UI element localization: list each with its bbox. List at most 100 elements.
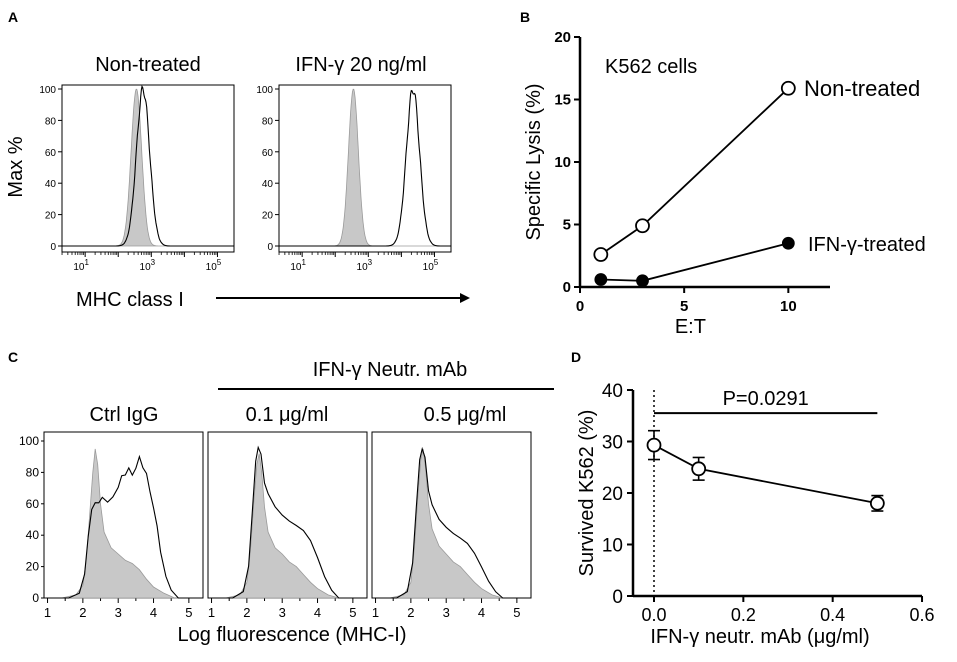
y-tick-label: 0	[267, 242, 273, 253]
x-tick-label: 3	[115, 605, 122, 620]
x-tick-label: 0.4	[820, 605, 845, 625]
y-tick-label: 40	[262, 179, 274, 190]
stained-histogram	[209, 445, 364, 599]
stained-histogram	[45, 454, 200, 599]
x-tick-label: 4	[478, 605, 485, 620]
legend-non-treated: Non-treated	[804, 76, 920, 101]
panel-a-xlabel: MHC class I	[76, 289, 184, 311]
x-tick-exponent: 1	[84, 258, 89, 267]
x-tick-label: 2	[79, 605, 86, 620]
x-tick-label: 3	[443, 605, 450, 620]
x-tick-label: 5	[513, 605, 520, 620]
plot-frame	[278, 84, 452, 253]
survival-chart: 0.0 0.2 0.4 0.6 0 10 20 30 40 IFN-γ neutr. mAb (μ…	[576, 381, 935, 648]
x-tick-base: 10	[206, 262, 218, 273]
histogram-ctrl-igg: 100 80 60 40 20 01 2 3 4 5	[19, 431, 204, 620]
panel-c-xlabel: Log fluorescence (MHC-I)	[178, 624, 407, 646]
x-tick-exponent: 3	[151, 258, 156, 267]
y-tick-label: 10	[554, 154, 571, 171]
y-tick-label: 0	[50, 242, 56, 253]
y-tick-label: 60	[262, 148, 274, 159]
y-tick-label: 80	[45, 116, 57, 127]
isotype-histogram	[45, 448, 200, 599]
x-tick-exponent: 1	[301, 258, 306, 267]
panel-c-group-label: IFN-γ Neutr. mAb	[313, 359, 467, 381]
y-tick-label: 20	[554, 29, 571, 46]
y-tick-label: 20	[262, 211, 274, 222]
x-tick-label: 1	[208, 605, 215, 620]
data-point	[593, 247, 609, 262]
x-tick-exponent: 3	[368, 258, 373, 267]
x-tick-label: 101	[290, 258, 306, 273]
data-point	[691, 461, 707, 477]
panel-b-annotation: K562 cells	[605, 56, 697, 78]
x-tick-label: 3	[279, 605, 286, 620]
y-tick-label: 40	[45, 179, 57, 190]
stained-histogram	[279, 89, 451, 247]
x-tick-label: 105	[206, 258, 222, 273]
panel-c-title-2: 0.1 μg/ml	[246, 404, 329, 426]
panel-a-ylabel: Max %	[5, 136, 27, 197]
isotype-histogram	[373, 448, 528, 599]
legend-ifn-treated: IFN-γ-treated	[808, 234, 926, 256]
histogram-0-1-ug: 1 2 3 4 5	[207, 431, 368, 620]
data-point	[635, 218, 650, 234]
panel-d: D 0.0 0.2 0.4 0.6 0 10 20 30 40 IFN-γ neutr. mAb …	[571, 349, 935, 648]
x-tick-base: 10	[73, 262, 85, 273]
data-point	[781, 236, 795, 250]
y-tick-label: 10	[602, 536, 623, 557]
stained-histogram	[373, 446, 528, 599]
plot-frame	[61, 84, 235, 253]
x-tick-label: 103	[357, 258, 373, 273]
y-tick-label: 100	[39, 85, 56, 96]
y-tick-label: 80	[26, 465, 40, 479]
stained-histogram	[62, 85, 234, 247]
y-tick-label: 40	[26, 528, 40, 542]
isotype-histogram	[279, 88, 451, 247]
y-tick-label: 60	[26, 497, 40, 511]
y-tick-label: 5	[563, 217, 571, 234]
histogram-0-5-ug: 1 2 3 4 5	[371, 431, 532, 620]
y-tick-label: 80	[262, 116, 274, 127]
x-tick-label: 0.0	[641, 605, 666, 625]
y-axis-label: Survived K562 (%)	[576, 410, 598, 577]
x-tick-label: 0.6	[910, 605, 935, 625]
y-tick-label: 60	[45, 148, 57, 159]
isotype-histogram	[62, 88, 234, 247]
panel-b-letter: B	[520, 9, 530, 25]
x-tick-base: 10	[140, 262, 152, 273]
panel-c: C IFN-γ Neutr. mAb Ctrl IgG 0.1 μg/ml 0.…	[8, 349, 554, 646]
x-tick-label: 103	[140, 258, 156, 273]
y-tick-label: 30	[602, 433, 623, 454]
series-line	[653, 444, 878, 505]
x-tick-label: 4	[150, 605, 157, 620]
data-point	[780, 80, 796, 96]
y-tick-label: 40	[602, 381, 623, 402]
data-point	[594, 273, 608, 286]
x-tick-label: 105	[423, 258, 439, 273]
data-point	[869, 495, 885, 511]
y-tick-label: 0	[32, 591, 39, 605]
x-tick-base: 10	[290, 262, 302, 273]
panel-a-title-1: Non-treated	[95, 54, 201, 76]
series-line	[600, 87, 789, 256]
x-tick-label: 2	[243, 605, 250, 620]
x-tick-exponent: 5	[434, 258, 439, 267]
y-tick-label: 20	[602, 484, 623, 505]
x-tick-label: 101	[73, 258, 89, 273]
panel-c-letter: C	[8, 349, 18, 365]
x-tick-label: 5	[349, 605, 356, 620]
y-tick-label: 0	[612, 587, 623, 608]
y-axis-label: Specific Lysis (%)	[523, 83, 545, 240]
panel-a-letter: A	[8, 9, 18, 25]
isotype-histogram	[209, 453, 364, 599]
x-tick-label: 1	[372, 605, 379, 620]
x-tick-exponent: 5	[217, 258, 222, 267]
panel-a: A Non-treated IFN-γ 20 ng/ml Max % 10080…	[5, 9, 470, 311]
x-tick-label: 5	[185, 605, 192, 620]
data-point	[636, 274, 649, 288]
panel-c-title-3: 0.5 μg/ml	[424, 404, 507, 426]
x-axis-label: E:T	[675, 316, 706, 338]
x-tick-label: 0.2	[731, 605, 756, 625]
